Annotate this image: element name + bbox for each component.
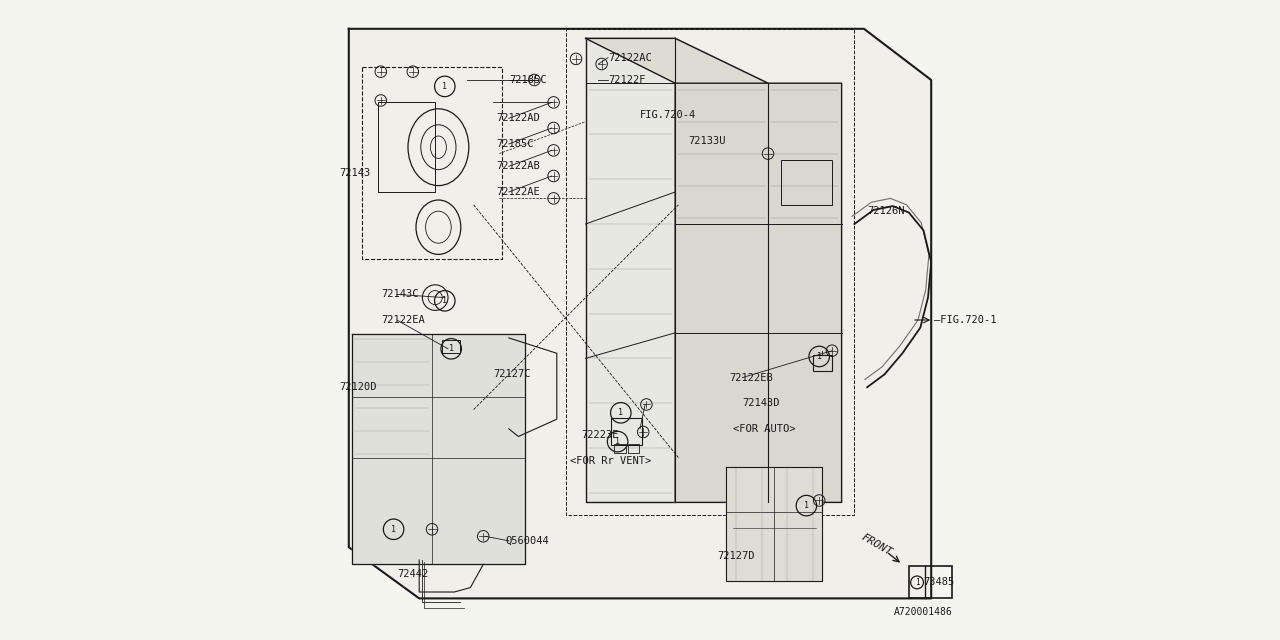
- Text: 1: 1: [618, 408, 623, 417]
- Text: Q560044: Q560044: [506, 536, 549, 546]
- Text: 72120D: 72120D: [339, 382, 376, 392]
- Text: 72122EB: 72122EB: [730, 372, 773, 383]
- Text: 72122AD: 72122AD: [497, 113, 540, 124]
- Text: 72143C: 72143C: [381, 289, 419, 300]
- Text: 1: 1: [915, 578, 919, 587]
- Bar: [813, 355, 832, 371]
- Text: <FOR AUTO>: <FOR AUTO>: [732, 424, 795, 434]
- Text: 72122AB: 72122AB: [497, 161, 540, 172]
- Text: 1: 1: [392, 525, 396, 534]
- Text: 1: 1: [443, 296, 447, 305]
- Polygon shape: [585, 38, 676, 502]
- Text: 73485: 73485: [923, 577, 954, 588]
- Text: 72122AE: 72122AE: [497, 187, 540, 197]
- Text: 72127C: 72127C: [493, 369, 530, 380]
- Text: 72122F: 72122F: [608, 75, 645, 85]
- Text: 72126N: 72126N: [868, 206, 905, 216]
- Text: 72442: 72442: [397, 569, 428, 579]
- Text: 72122EA: 72122EA: [381, 315, 425, 325]
- Text: 1: 1: [817, 352, 822, 361]
- Text: 72127D: 72127D: [717, 550, 754, 561]
- Bar: [627, 444, 639, 453]
- Text: FIG.720-4: FIG.720-4: [640, 110, 696, 120]
- Text: A720001486: A720001486: [893, 607, 952, 618]
- Polygon shape: [352, 334, 525, 564]
- Text: <FOR Rr VENT>: <FOR Rr VENT>: [570, 456, 650, 466]
- Text: 72185C: 72185C: [508, 75, 547, 85]
- Text: 1: 1: [804, 501, 809, 510]
- Text: 72122AC: 72122AC: [608, 52, 652, 63]
- Polygon shape: [585, 38, 768, 83]
- Bar: [612, 418, 643, 445]
- Text: 72143D: 72143D: [742, 398, 780, 408]
- Text: 72185C: 72185C: [497, 139, 534, 149]
- Text: 72133U: 72133U: [689, 136, 726, 146]
- Bar: [909, 566, 952, 598]
- Text: 1: 1: [443, 82, 447, 91]
- Text: FRONT: FRONT: [860, 532, 893, 558]
- Polygon shape: [676, 38, 842, 502]
- Bar: [442, 340, 460, 353]
- Text: 72143: 72143: [339, 168, 370, 178]
- Polygon shape: [727, 467, 823, 581]
- Text: 1: 1: [449, 344, 453, 353]
- Bar: [614, 444, 626, 453]
- Text: 1: 1: [616, 437, 620, 446]
- Polygon shape: [348, 29, 932, 598]
- Text: 72223E: 72223E: [581, 430, 618, 440]
- Bar: [378, 102, 435, 192]
- Text: —FIG.720-1: —FIG.720-1: [934, 315, 997, 325]
